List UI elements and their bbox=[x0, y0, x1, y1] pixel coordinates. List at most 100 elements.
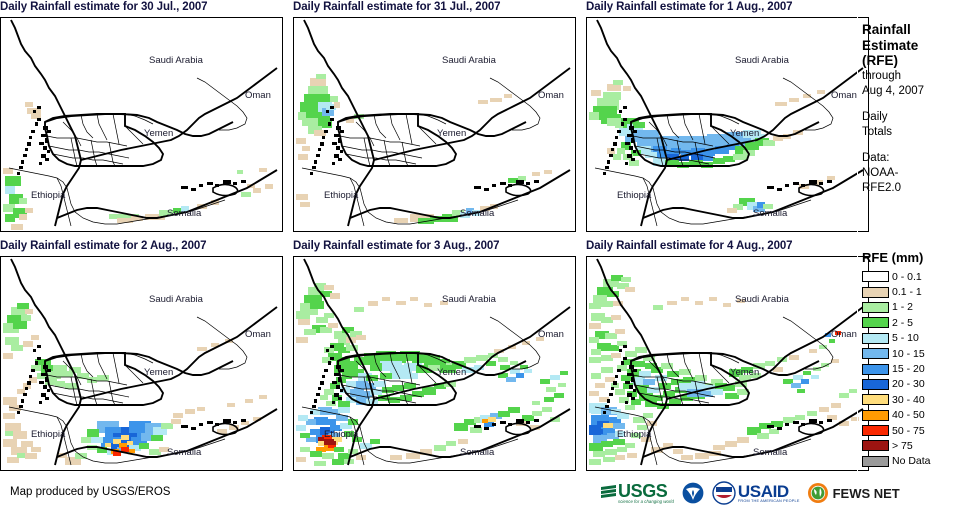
country-label: Yemen bbox=[437, 128, 466, 139]
island-outlines bbox=[798, 183, 825, 197]
country-labels: Saudi Arabia Oman Yemen Ethiopia Somalia bbox=[617, 55, 857, 219]
legend-label: 30 - 40 bbox=[892, 393, 925, 406]
country-label: Yemen bbox=[730, 367, 759, 378]
country-labels: Saudi Arabia Oman Yemen Ethiopia Somalia bbox=[617, 294, 857, 458]
rail-title: Rainfall Estimate (RFE) bbox=[862, 22, 967, 69]
country-label: Somalia bbox=[167, 447, 202, 458]
legend-swatch bbox=[862, 440, 889, 452]
legend-label: > 75 bbox=[892, 439, 913, 452]
map-panel: Daily Rainfall estimate for 1 Aug., 2007… bbox=[586, 0, 869, 232]
country-label: Ethiopia bbox=[324, 429, 359, 440]
terrain-speckle bbox=[603, 106, 832, 191]
country-label: Ethiopia bbox=[617, 429, 652, 440]
usaid-wordmark: USAID bbox=[737, 481, 789, 501]
usgs-logo: USGS science for a changing world bbox=[600, 482, 674, 504]
legend-label: 50 - 75 bbox=[892, 424, 925, 437]
country-labels: Saudi Arabia Oman Yemen Ethiopia Somalia bbox=[31, 55, 271, 219]
legend-row: 10 - 15 bbox=[862, 346, 967, 361]
legend-label: 2 - 5 bbox=[892, 316, 914, 329]
rail-through-label: through bbox=[862, 69, 902, 82]
country-label: Yemen bbox=[144, 367, 173, 378]
map-frame: Saudi Arabia Oman Yemen Ethiopia Somalia bbox=[0, 17, 283, 232]
rail-through: through Aug 4, 2007 bbox=[862, 69, 967, 99]
rail-title-line1: Rainfall bbox=[862, 22, 911, 37]
legend-label: 15 - 20 bbox=[892, 363, 925, 376]
rail-data-line2: NOAA- bbox=[862, 166, 899, 179]
country-label: Saudi Arabia bbox=[149, 294, 204, 305]
country-label: Saudi Arabia bbox=[149, 55, 204, 66]
terrain-speckle bbox=[310, 345, 539, 430]
rfe-legend: RFE (mm) 0 - 0.1 0.1 - 1 1 - 2 2 - 5 5 - 10 1… bbox=[862, 250, 967, 469]
fews-net-wordmark: FEWS NET bbox=[832, 485, 900, 501]
country-label: Oman bbox=[245, 329, 271, 340]
country-label: Somalia bbox=[753, 208, 788, 219]
coastlines bbox=[596, 19, 864, 227]
rainfall-map: Saudi Arabia Oman Yemen Ethiopia Somalia bbox=[589, 258, 864, 466]
panel-title: Daily Rainfall estimate for 31 Jul., 200… bbox=[293, 1, 501, 13]
country-label: Oman bbox=[831, 329, 857, 340]
legend-row: 40 - 50 bbox=[862, 408, 967, 423]
country-label: Yemen bbox=[730, 128, 759, 139]
legend-row: 20 - 30 bbox=[862, 377, 967, 392]
legend-row: 50 - 75 bbox=[862, 423, 967, 438]
legend-row: 0 - 0.1 bbox=[862, 269, 967, 284]
usgs-mark-icon bbox=[601, 484, 616, 498]
rail-title-line3: (RFE) bbox=[862, 53, 898, 68]
country-label: Oman bbox=[538, 329, 564, 340]
rainfall-map: Saudi Arabia Oman Yemen Ethiopia Somalia bbox=[296, 19, 571, 227]
map-frame: Saudi Arabia Oman Yemen Ethiopia Somalia bbox=[586, 17, 869, 232]
rail-title-line2: Estimate bbox=[862, 37, 919, 53]
country-label: Somalia bbox=[753, 447, 788, 458]
map-panel: Daily Rainfall estimate for 31 Jul., 200… bbox=[293, 0, 576, 232]
legend-swatch bbox=[862, 301, 889, 313]
legend-swatch bbox=[862, 317, 889, 329]
legend-label: 10 - 15 bbox=[892, 347, 925, 360]
coastlines bbox=[303, 258, 571, 466]
island-outlines bbox=[505, 422, 532, 436]
legend-label: No Data bbox=[892, 455, 931, 468]
map-panel: Daily Rainfall estimate for 30 Jul., 200… bbox=[0, 0, 283, 232]
legend-row: 30 - 40 bbox=[862, 392, 967, 407]
legend-swatch bbox=[862, 409, 889, 421]
legend-swatch bbox=[862, 455, 889, 467]
footer: Map produced by USGS/EROS USGS science f… bbox=[0, 474, 967, 511]
coastlines bbox=[10, 258, 278, 466]
noaa-seal-icon bbox=[681, 481, 705, 505]
rail-data-line1: Data: bbox=[862, 151, 890, 164]
legend-row: 0.1 - 1 bbox=[862, 284, 967, 299]
island-outlines bbox=[212, 183, 239, 197]
legend-row: 15 - 20 bbox=[862, 361, 967, 376]
country-labels: Saudi Arabia Oman Yemen Ethiopia Somalia bbox=[31, 294, 271, 458]
country-labels: Saudi Arabia Oman Yemen Ethiopia Somalia bbox=[324, 55, 564, 219]
country-label: Saudi Arabia bbox=[735, 55, 790, 66]
legend-swatch bbox=[862, 286, 889, 298]
legend-row: > 75 bbox=[862, 438, 967, 453]
map-panel-grid: Daily Rainfall estimate for 30 Jul., 200… bbox=[0, 0, 869, 471]
country-label: Oman bbox=[831, 90, 857, 101]
usaid-tagline: FROM THE AMERICAN PEOPLE bbox=[737, 498, 800, 503]
coastlines bbox=[10, 19, 278, 227]
map-frame: Saudi Arabia Oman Yemen Ethiopia Somalia bbox=[586, 256, 869, 471]
right-rail: Rainfall Estimate (RFE) through Aug 4, 2… bbox=[857, 0, 967, 474]
country-label: Ethiopia bbox=[31, 190, 66, 201]
legend-label: 0 - 0.1 bbox=[892, 270, 922, 283]
legend-swatch bbox=[862, 378, 889, 390]
country-label: Saudi Arabia bbox=[735, 294, 790, 305]
map-frame: Saudi Arabia Oman Yemen Ethiopia Somalia bbox=[293, 256, 576, 471]
legend-label: 5 - 10 bbox=[892, 332, 919, 345]
country-label: Ethiopia bbox=[31, 429, 66, 440]
panel-title: Daily Rainfall estimate for 2 Aug., 2007 bbox=[0, 240, 207, 252]
usgs-wordmark: USGS bbox=[618, 480, 668, 501]
rainfall-raster bbox=[3, 102, 273, 230]
rainfall-map: Saudi Arabia Oman Yemen Ethiopia Somalia bbox=[296, 258, 571, 466]
rail-through-date: Aug 4, 2007 bbox=[862, 84, 925, 97]
legend-rows: 0 - 0.1 0.1 - 1 1 - 2 2 - 5 5 - 10 10 - 15 15 … bbox=[862, 269, 967, 469]
coastlines bbox=[596, 258, 864, 466]
island-outlines bbox=[212, 422, 239, 436]
map-panel: Daily Rainfall estimate for 4 Aug., 2007… bbox=[586, 239, 869, 471]
panel-title: Daily Rainfall estimate for 4 Aug., 2007 bbox=[586, 240, 793, 252]
country-label: Yemen bbox=[437, 367, 466, 378]
fews-net-logo: FEWS NET bbox=[807, 482, 900, 504]
terrain-speckle bbox=[603, 345, 832, 430]
rail-data-source: Data: NOAA- RFE2.0 bbox=[862, 151, 967, 196]
